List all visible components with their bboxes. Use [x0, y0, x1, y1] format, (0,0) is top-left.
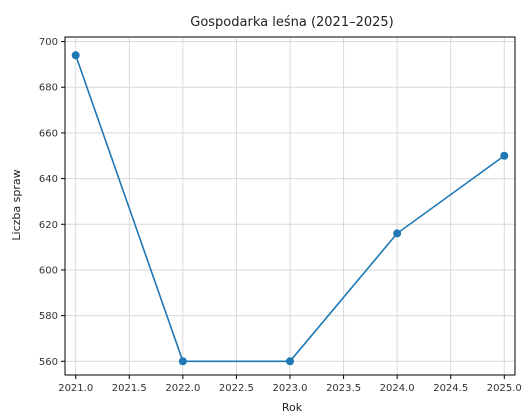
x-tick-label: 2021.0: [58, 383, 93, 394]
x-tick-label: 2022.5: [219, 383, 254, 394]
x-tick-label: 2021.5: [112, 383, 147, 394]
grid: [65, 37, 515, 375]
x-tick-label: 2022.0: [165, 383, 200, 394]
data-point: [286, 357, 294, 366]
y-tick-label: 640: [39, 174, 58, 185]
y-axis-label: Liczba spraw: [10, 169, 23, 240]
x-axis-label: Rok: [282, 401, 303, 414]
x-tick-label: 2024.5: [433, 383, 468, 394]
data-point: [71, 51, 80, 60]
x-tick-label: 2023.0: [273, 383, 308, 394]
chart-title: Gospodarka leśna (2021–2025): [190, 15, 394, 30]
y-axis-ticks: 560 580 600 620 640 660 680 700: [39, 37, 65, 368]
x-axis-ticks: 2021.0 2021.5 2022.0 2022.5 2023.0 2023.5 2024…: [58, 375, 522, 394]
y-tick-label: 620: [39, 220, 58, 231]
y-tick-label: 600: [39, 265, 58, 276]
series-layer: [71, 51, 509, 366]
data-point: [178, 357, 187, 366]
x-tick-label: 2025.0: [487, 383, 522, 394]
x-tick-label: 2023.5: [326, 383, 361, 394]
y-tick-label: 560: [39, 357, 58, 368]
y-tick-label: 680: [39, 83, 58, 94]
data-point: [393, 229, 402, 238]
x-tick-label: 2024.0: [380, 383, 415, 394]
data-point: [500, 151, 509, 160]
y-tick-label: 580: [39, 311, 58, 322]
y-tick-label: 700: [39, 37, 58, 48]
y-tick-label: 660: [39, 128, 58, 139]
